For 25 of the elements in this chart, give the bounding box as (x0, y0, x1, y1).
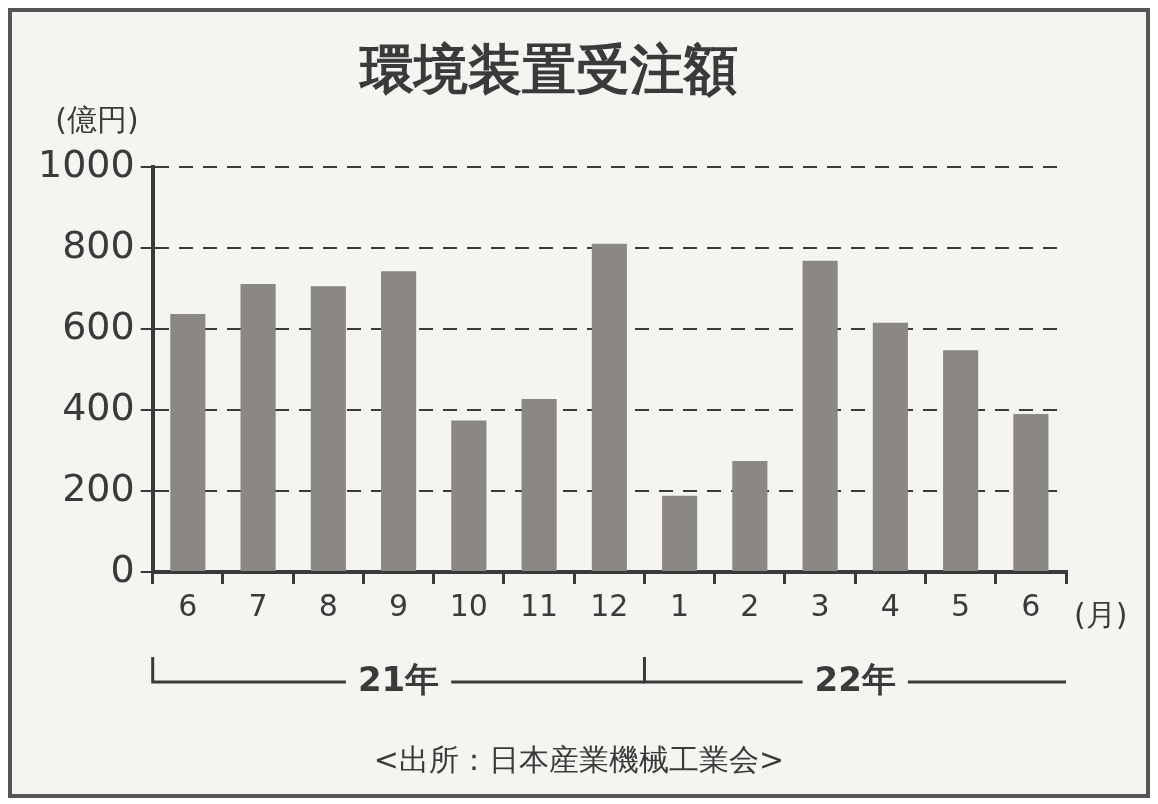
y-tick-label: 400 (62, 384, 135, 429)
x-axis-title: (月) (1074, 596, 1128, 632)
x-tick-label: 5 (951, 587, 971, 623)
y-tick-label: 800 (62, 222, 135, 267)
text: 22年 (814, 658, 896, 699)
x-tick-label: 7 (248, 587, 268, 623)
y-tick-label: 1000 (37, 141, 135, 186)
x-tick-label: 12 (590, 587, 629, 623)
x-tick-label: 4 (880, 587, 900, 623)
x-tick-label: 6 (1021, 587, 1041, 623)
text: <出所：日本産業機械工業会> (372, 741, 786, 779)
x-tick-label: 6 (178, 587, 198, 623)
x-tick-label: 11 (520, 587, 559, 623)
y-axis-title: (億円) (55, 101, 139, 137)
x-tick-label: 10 (449, 587, 488, 623)
x-tick-label: 3 (810, 587, 830, 623)
x-tick-label: 8 (318, 587, 338, 623)
y-tick-label: 200 (62, 465, 135, 510)
y-tick-label: 0 (110, 546, 135, 591)
x-tick-label: 9 (389, 587, 409, 623)
x-tick-label: 1 (670, 587, 690, 623)
y-tick-label: 600 (62, 303, 135, 348)
text: 21年 (357, 658, 440, 699)
chart-title: 環境装置受注額 (358, 38, 738, 102)
x-tick-label: 2 (740, 587, 760, 623)
